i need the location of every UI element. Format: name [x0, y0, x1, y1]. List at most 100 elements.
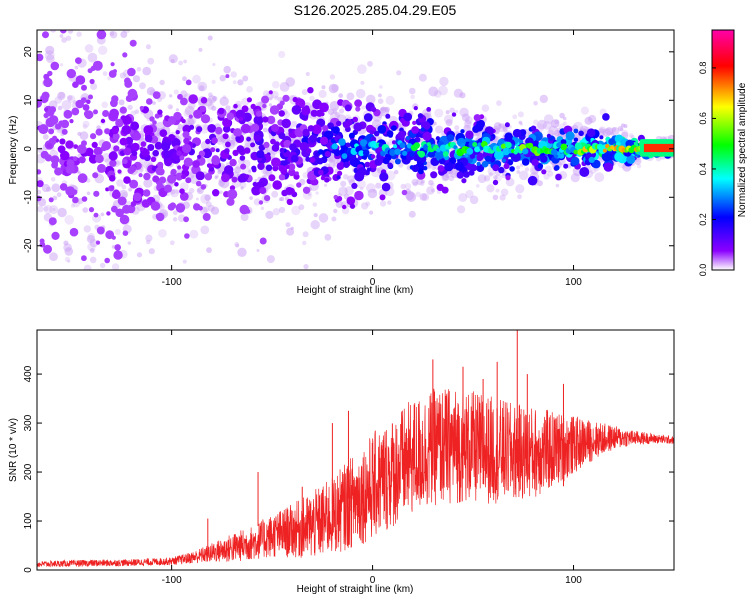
spectrogram-cell: [435, 125, 444, 134]
spectrogram-cell: [469, 195, 479, 205]
spectrogram-cell: [188, 114, 193, 119]
spectrogram-cell: [86, 99, 91, 105]
spectrogram-cell: [473, 114, 481, 122]
spectrogram-cell: [205, 138, 211, 145]
spectrogram-cell: [43, 204, 53, 214]
spectrogram-cell: [235, 243, 240, 248]
spectrogram-cell: [453, 88, 463, 98]
spectrogram-cell: [183, 137, 190, 145]
spectrogram-cell: [317, 158, 324, 165]
spectrogram-cell: [366, 167, 371, 172]
spectrogram-cell: [198, 205, 203, 211]
spectrogram-cell: [182, 259, 187, 264]
spectrogram-cell: [122, 52, 128, 58]
spectrogram-cell: [291, 205, 301, 216]
spectrogram-cell: [61, 37, 67, 43]
spectrogram-cell: [170, 170, 176, 176]
spectrogram-cell: [397, 130, 406, 139]
spectrogram-cell: [499, 122, 505, 129]
y-tick-label: -20: [23, 238, 34, 253]
spectrogram-cell: [620, 127, 624, 132]
spectrogram-cell: [333, 208, 338, 214]
spectrogram-cell: [246, 136, 252, 142]
spectrogram-cell: [287, 163, 296, 171]
spectrogram-cell: [340, 180, 347, 187]
spectrogram-cell: [90, 83, 98, 90]
spectrogram-cell: [279, 82, 290, 92]
spectrogram-cell: [234, 241, 240, 247]
spectrogram-cell: [155, 121, 166, 132]
spectrogram-cell: [570, 173, 580, 183]
spectrogram-cell: [456, 171, 464, 179]
spectrogram-cell: [281, 118, 292, 129]
spectrogram-cell: [249, 196, 253, 200]
spectrogram-cell: [37, 53, 44, 62]
spectrogram-cell: [381, 182, 391, 192]
spectrogram-cell: [246, 86, 253, 93]
spectrogram-cell: [278, 132, 286, 140]
spectrogram-cell: [492, 179, 499, 186]
spectrogram-cell: [259, 237, 267, 245]
spectrogram-cell: [573, 128, 579, 134]
spectrogram-cell: [333, 110, 338, 115]
spectrogram-cell: [504, 122, 510, 128]
spectrogram-cell: [78, 156, 86, 164]
spectrogram-cell: [382, 157, 390, 165]
colorbar-tick-label: 0.2: [698, 213, 708, 226]
spectrogram-cell: [122, 204, 131, 214]
spectrogram-cell: [404, 183, 412, 190]
spectrogram-cell: [192, 160, 201, 168]
spectrogram-cell: [537, 119, 547, 130]
spectrogram-cell: [623, 124, 628, 129]
spectrogram-cell: [305, 156, 311, 162]
spectrogram-cell: [431, 188, 435, 193]
spectrogram-cell: [235, 164, 242, 170]
spectrogram-cell: [522, 148, 529, 155]
spectrogram-cell: [46, 54, 55, 64]
spectrogram-cell: [211, 79, 216, 84]
spectrogram-cell: [533, 119, 539, 125]
spectrogram-cell: [256, 249, 260, 252]
colorbar-tick-label: 0.0: [698, 264, 708, 277]
spectrogram-cell: [331, 143, 338, 150]
spectrogram-cell: [169, 240, 175, 246]
spectrogram-cell: [65, 35, 72, 41]
spectrogram-cell: [57, 105, 63, 111]
spectrogram-cell: [332, 126, 340, 134]
spectrogram-cell: [611, 127, 617, 132]
spectrogram-cell: [375, 182, 382, 189]
spectrogram-cell: [214, 175, 218, 179]
spectrogram-cell: [554, 119, 560, 125]
spectrogram-cell: [318, 89, 327, 99]
spectrogram-cell: [336, 175, 341, 180]
spectrogram-cell: [310, 220, 320, 230]
spectrogram-cell: [302, 172, 309, 179]
spectrogram-cell: [184, 105, 195, 116]
spectrogram-cell: [463, 171, 470, 178]
spectrogram-cell: [492, 194, 499, 201]
spectrogram-cell: [454, 109, 459, 114]
spectrogram-cell: [172, 210, 178, 216]
spectrogram-cell: [563, 163, 569, 169]
spectrogram-cell: [344, 186, 354, 196]
spectrogram-cell: [321, 85, 326, 90]
spectrogram-cell: [331, 216, 337, 222]
spectrogram-cell: [127, 88, 138, 99]
spectrogram-cell: [374, 158, 383, 166]
spectrogram-cell: [413, 106, 418, 111]
x-tick-label: 100: [565, 277, 582, 288]
spectrogram-cell: [265, 210, 274, 219]
spectrogram-cell: [361, 105, 366, 110]
spectrogram-cell: [50, 155, 60, 164]
spectrogram-cell: [539, 94, 548, 104]
spectrogram-cell: [385, 113, 391, 119]
spectrogram-cell: [131, 142, 140, 152]
spectrogram-cell: [540, 155, 548, 163]
spectrogram-cell: [147, 57, 155, 65]
spectrogram-cell: [387, 200, 392, 205]
x-tick-label: 0: [370, 575, 376, 586]
x-tick-label: -100: [162, 575, 182, 586]
spectrogram-cell: [494, 174, 502, 182]
spectrogram-cell: [131, 150, 138, 157]
spectrogram-cell: [573, 137, 579, 142]
